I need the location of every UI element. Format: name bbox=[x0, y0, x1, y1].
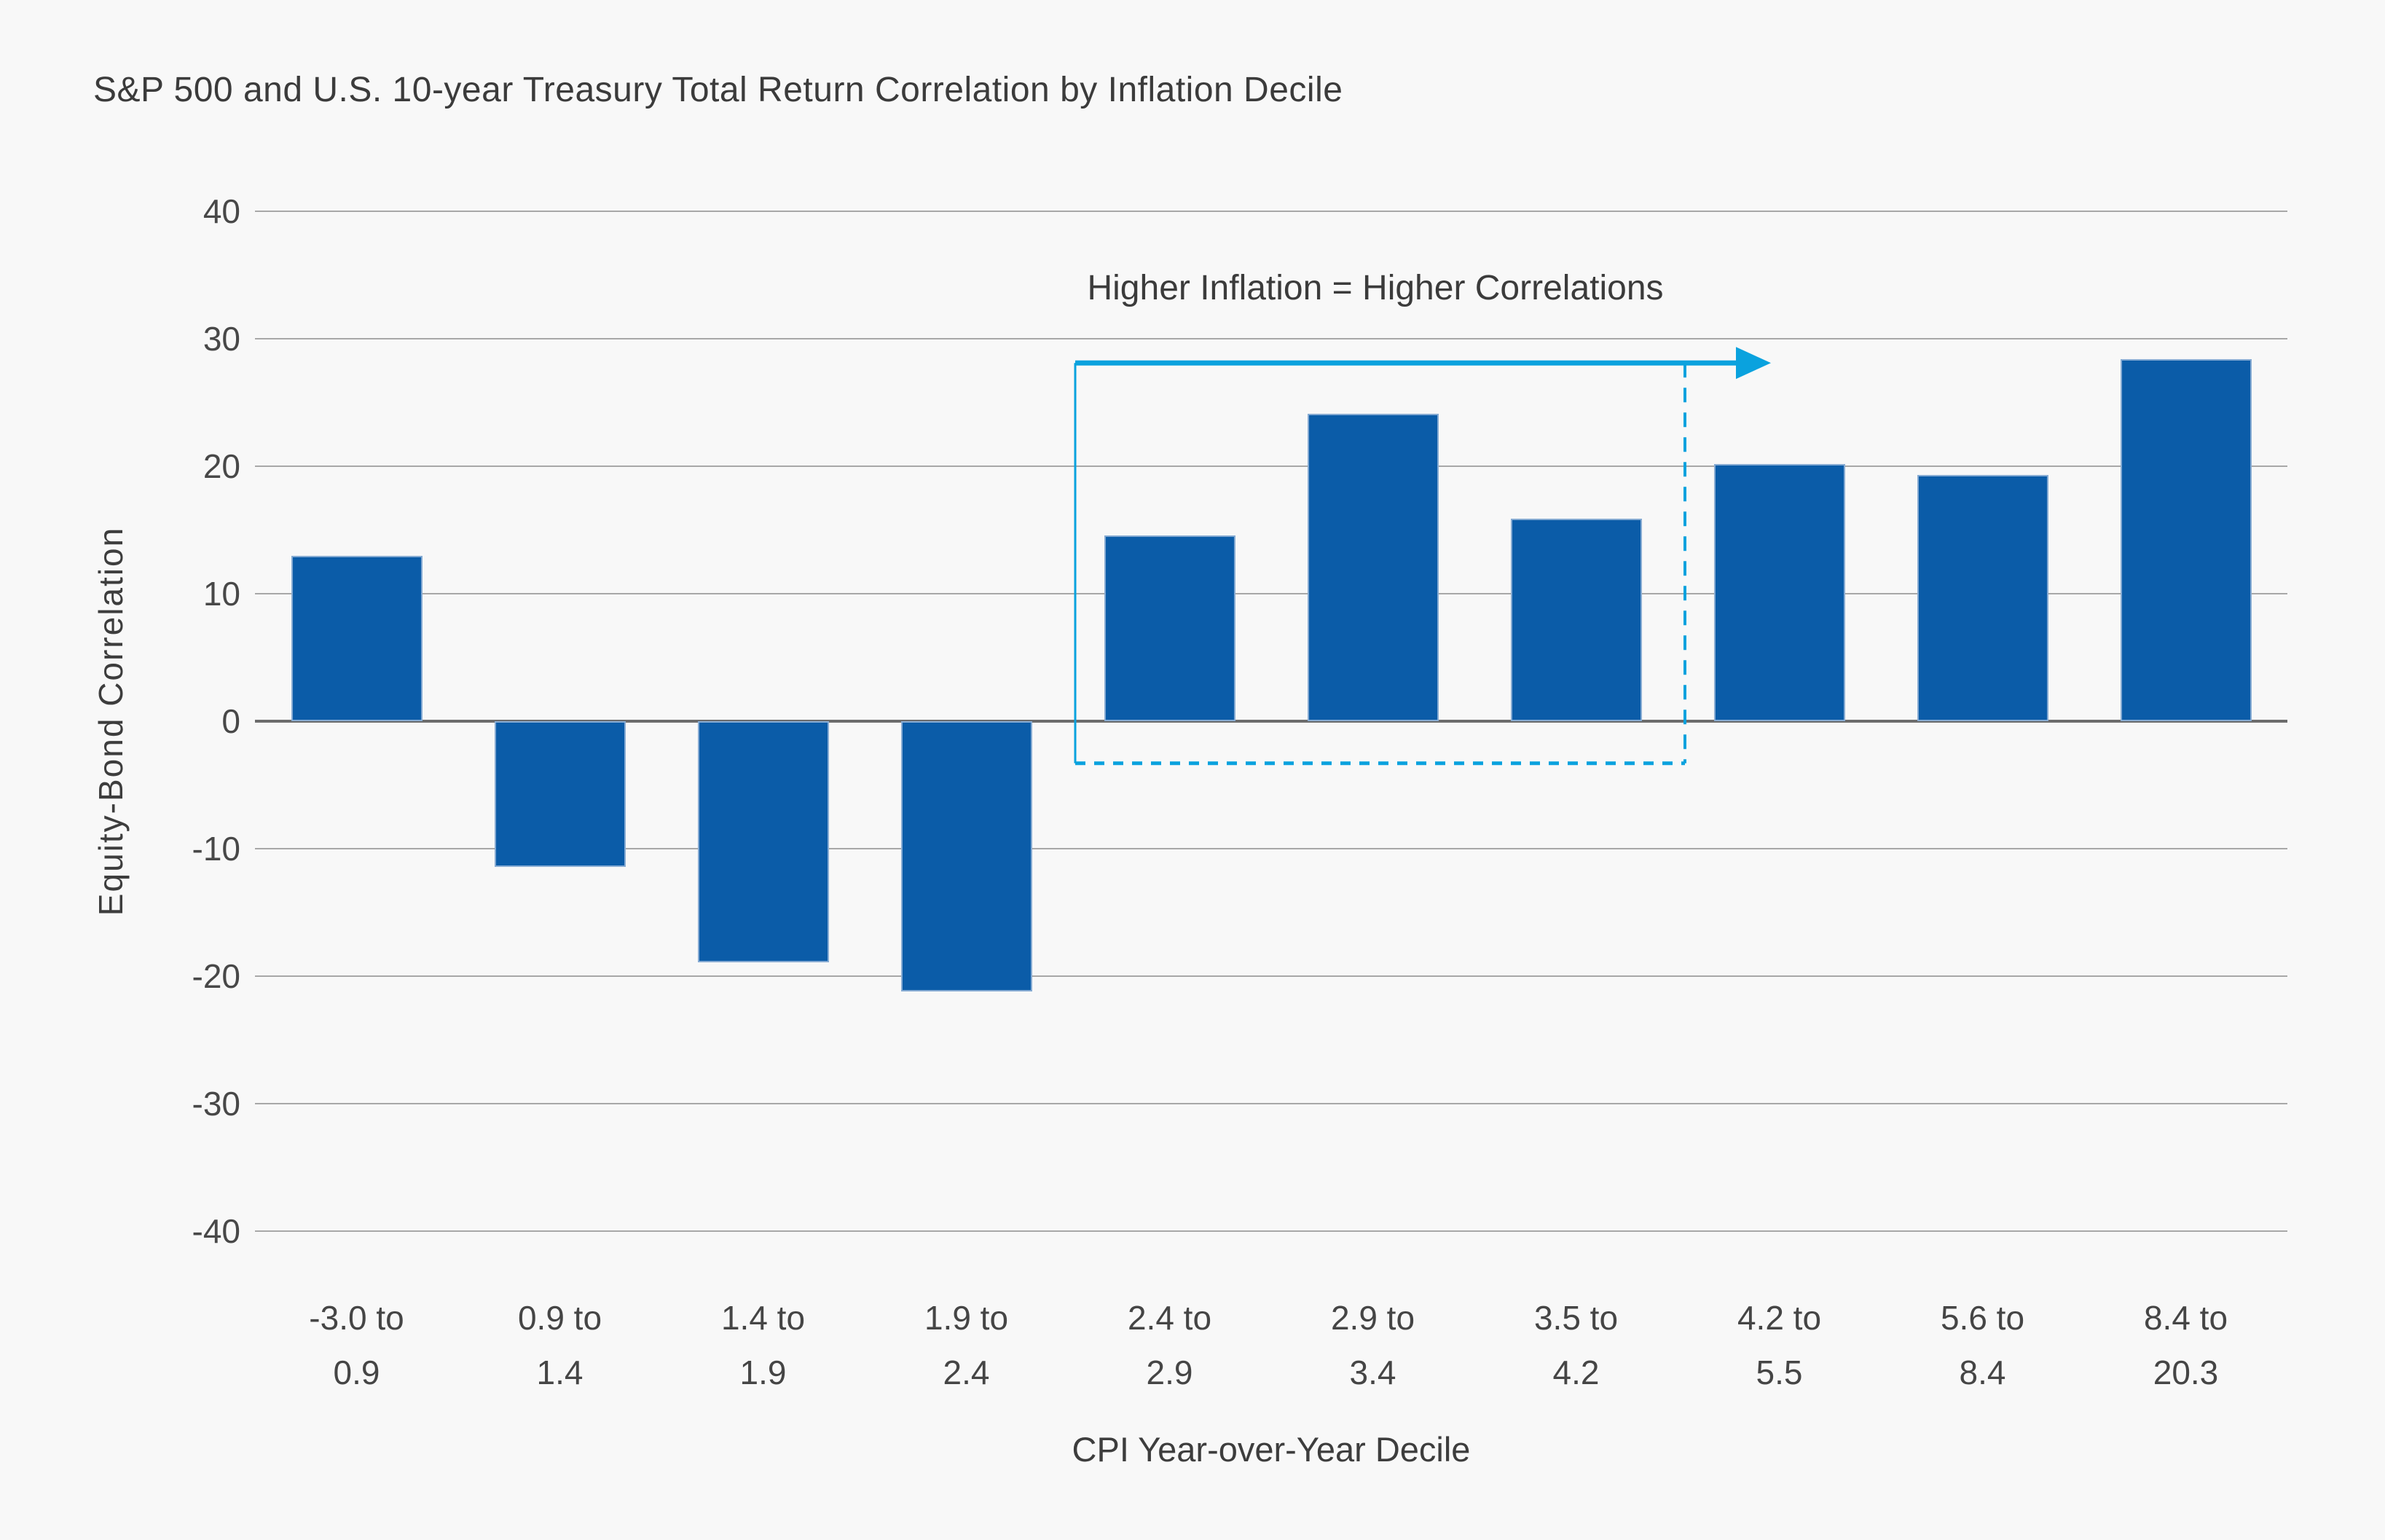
y-tick-label: -40 bbox=[192, 1212, 240, 1250]
x-tick-label: 2.9 to 3.4 bbox=[1330, 1299, 1415, 1391]
gridline bbox=[255, 975, 2287, 977]
y-tick-label: 40 bbox=[203, 192, 240, 230]
x-tick-label: 1.9 to 2.4 bbox=[924, 1299, 1009, 1391]
bar-decile-5 bbox=[1104, 535, 1235, 721]
x-tick-label: 1.4 to 1.9 bbox=[720, 1299, 806, 1391]
y-tick-label: 20 bbox=[203, 447, 240, 485]
chart-title: S&P 500 and U.S. 10-year Treasury Total … bbox=[93, 71, 1343, 109]
y-tick-label: -10 bbox=[192, 830, 240, 868]
gridline bbox=[255, 1230, 2287, 1232]
x-axis-title: CPI Year-over-Year Decile bbox=[1072, 1430, 1471, 1469]
plot-area bbox=[255, 211, 2287, 1232]
bar-decile-3 bbox=[697, 721, 829, 962]
y-tick-label: 30 bbox=[203, 320, 240, 358]
x-tick-label: -3.0 to 0.9 bbox=[309, 1299, 404, 1391]
zero-line bbox=[255, 720, 2287, 723]
gridline bbox=[255, 465, 2287, 467]
bar-decile-4 bbox=[900, 721, 1032, 991]
bar-decile-2 bbox=[494, 721, 626, 867]
x-tick-label: 0.9 to 1.4 bbox=[517, 1299, 602, 1391]
bar-decile-1 bbox=[291, 555, 423, 721]
gridline bbox=[255, 211, 2287, 212]
y-tick-label: -30 bbox=[192, 1085, 240, 1123]
gridline bbox=[255, 1103, 2287, 1104]
x-tick-label: 8.4 to 20.3 bbox=[2143, 1299, 2228, 1391]
x-tick-label: 4.2 to 5.5 bbox=[1737, 1299, 1822, 1391]
gridline bbox=[255, 593, 2287, 594]
gridline bbox=[255, 338, 2287, 339]
bar-decile-6 bbox=[1307, 414, 1439, 721]
x-tick-label: 5.6 to 8.4 bbox=[1940, 1299, 2025, 1391]
bar-decile-8 bbox=[1713, 463, 1845, 721]
annotation-label: Higher Inflation = Higher Correlations bbox=[1087, 269, 1664, 307]
x-tick-label: 2.4 to 2.9 bbox=[1127, 1299, 1212, 1391]
bar-decile-7 bbox=[1510, 518, 1642, 721]
y-tick-label: 10 bbox=[203, 575, 240, 613]
gridline bbox=[255, 848, 2287, 849]
bar-decile-9 bbox=[1917, 475, 2048, 721]
y-tick-label: 0 bbox=[221, 702, 240, 740]
y-tick-label: -20 bbox=[192, 957, 240, 995]
bar-decile-10 bbox=[2120, 359, 2252, 721]
x-tick-label: 3.5 to 4.2 bbox=[1533, 1299, 1619, 1391]
